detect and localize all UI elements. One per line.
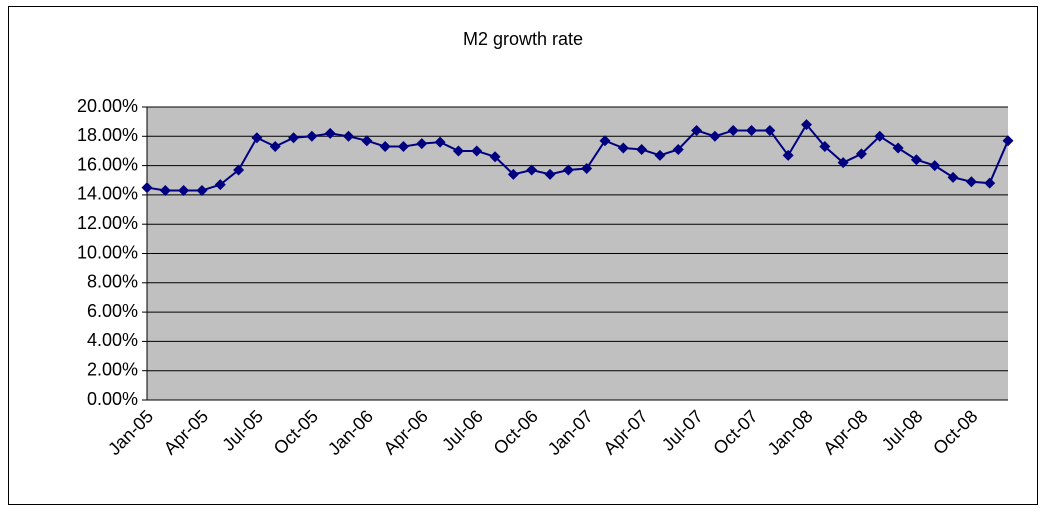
marker	[361, 135, 373, 147]
marker	[617, 142, 629, 154]
marker	[324, 127, 336, 139]
marker	[507, 168, 519, 180]
marker	[782, 149, 794, 161]
marker	[910, 154, 922, 166]
marker	[581, 163, 593, 175]
marker	[233, 164, 245, 176]
marker	[178, 185, 190, 197]
marker	[599, 135, 611, 147]
y-tick-label: 0.00%	[87, 389, 138, 409]
marker	[837, 157, 849, 169]
marker	[159, 185, 171, 197]
marker	[416, 138, 428, 150]
chart-title: M2 growth rate	[463, 29, 583, 49]
marker	[764, 124, 776, 136]
marker	[929, 160, 941, 172]
y-tick-label: 18.00%	[77, 125, 138, 145]
marker	[489, 151, 501, 163]
y-tick-label: 14.00%	[77, 184, 138, 204]
y-tick-label: 2.00%	[87, 359, 138, 379]
marker	[343, 130, 355, 142]
y-tick-label: 16.00%	[77, 154, 138, 174]
y-tick-label: 20.00%	[77, 96, 138, 116]
marker	[984, 177, 996, 189]
marker	[947, 171, 959, 183]
marker	[471, 145, 483, 157]
marker	[1002, 135, 1014, 147]
marker	[800, 119, 812, 131]
marker	[965, 176, 977, 188]
marker	[636, 143, 648, 155]
marker	[562, 164, 574, 176]
marker	[397, 141, 409, 153]
y-tick-label: 10.00%	[77, 242, 138, 262]
marker	[141, 182, 153, 194]
marker	[855, 148, 867, 160]
y-tick-label: 12.00%	[77, 213, 138, 233]
marker	[269, 141, 281, 153]
marker	[379, 141, 391, 153]
marker	[526, 164, 538, 176]
marker	[251, 132, 263, 144]
marker	[819, 141, 831, 153]
marker	[214, 179, 226, 191]
marker	[727, 124, 739, 136]
marker	[746, 124, 758, 136]
marker	[288, 132, 300, 144]
marker	[672, 143, 684, 155]
marker	[434, 136, 446, 148]
y-tick-label: 8.00%	[87, 272, 138, 292]
marker	[874, 130, 886, 142]
y-tick-label: 4.00%	[87, 330, 138, 350]
marker	[196, 185, 208, 197]
marker	[306, 130, 318, 142]
marker	[892, 142, 904, 154]
marker	[452, 145, 464, 157]
marker	[709, 130, 721, 142]
marker	[654, 149, 666, 161]
marker	[691, 124, 703, 136]
y-tick-label: 6.00%	[87, 301, 138, 321]
marker	[544, 168, 556, 180]
